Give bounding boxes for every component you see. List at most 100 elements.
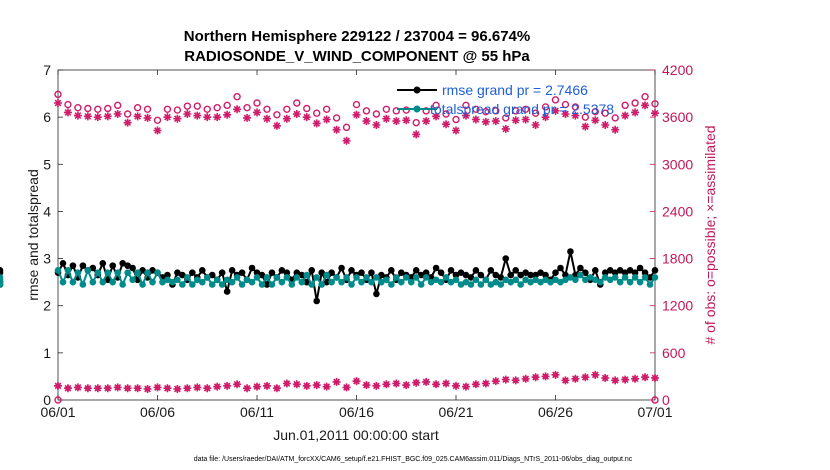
rmse-point (328, 269, 335, 277)
totalspread-point (537, 278, 544, 286)
totalspread-point (502, 276, 510, 284)
chart-title: Northern Hemisphere 229122 / 237004 = 96… (184, 28, 530, 45)
totalspread-point (283, 274, 291, 281)
assimilated-obs-point (501, 124, 510, 133)
low-obs-point (402, 381, 411, 390)
y-right-tick-label: 3600 (662, 109, 693, 125)
totalspread-point (159, 278, 166, 286)
low-obs-point (501, 375, 510, 384)
low-obs-circle (294, 381, 300, 387)
assimilated-obs-point (193, 111, 202, 120)
totalspread-point (482, 276, 490, 284)
totalspread-point (417, 281, 425, 288)
low-obs-circle (204, 385, 210, 391)
assimilated-obs-point (213, 113, 222, 122)
rmse-point (492, 271, 500, 279)
low-obs-circle (443, 380, 449, 387)
totalspread-point (353, 274, 360, 281)
totalspread-point (169, 278, 176, 286)
rmse-point (228, 267, 236, 274)
low-obs-point (282, 379, 291, 388)
assimilated-obs-point (412, 130, 421, 139)
totalspread-point (288, 281, 296, 288)
low-obs-point (83, 384, 92, 393)
possible-obs-point (382, 105, 391, 113)
possible-obs-point (631, 99, 639, 107)
rmse-point (422, 269, 430, 277)
totalspread-point (467, 281, 475, 288)
y-right-tick-label: 600 (662, 345, 686, 361)
rmse-point (582, 269, 589, 277)
possible-obs-point (392, 107, 400, 115)
assimilated-obs-point (312, 119, 321, 128)
totalspread-point (189, 281, 196, 288)
totalspread-point (472, 276, 480, 284)
rmse-point (99, 259, 107, 267)
totalspread-point (397, 278, 405, 286)
low-obs-point (163, 384, 172, 393)
low-obs-circle (184, 385, 191, 391)
assimilated-obs-point (491, 117, 500, 126)
assimilated-obs-point (581, 122, 590, 131)
totalspread-point (144, 269, 151, 277)
low-obs-circle (483, 380, 489, 387)
possible-obs-point (641, 93, 649, 101)
assimilated-obs-point (601, 121, 610, 129)
rmse-point (467, 274, 475, 281)
rmse-point (472, 267, 480, 274)
rmse-point (139, 267, 146, 274)
totalspread-point (611, 274, 619, 281)
low-obs-point (521, 374, 530, 383)
possible-obs-point (342, 123, 351, 132)
low-obs-point (292, 380, 301, 389)
rmse-point (313, 297, 321, 305)
rmse-point (567, 248, 574, 255)
rmse-point (283, 269, 291, 277)
totalspread-point (383, 276, 390, 284)
y-right-tick-label: 1800 (662, 251, 693, 267)
possible-obs-point (472, 105, 480, 113)
totalspread-point (512, 276, 519, 284)
possible-obs-point (412, 118, 420, 127)
low-obs-point (491, 377, 500, 386)
assimilated-obs-point (302, 113, 311, 122)
assimilated-obs-point (262, 114, 271, 123)
rmse-point (124, 262, 131, 269)
rmse-point (626, 267, 634, 274)
totalspread-point (318, 281, 325, 288)
totalspread-point (248, 278, 256, 286)
low-obs-point (133, 384, 142, 393)
rmse-point (457, 269, 465, 277)
totalspread-point (596, 278, 604, 286)
rmse-point (452, 271, 460, 279)
rmse-point (641, 269, 649, 277)
possible-obs-point (54, 90, 62, 99)
rmse-point (119, 259, 126, 267)
totalspread-point (94, 269, 102, 277)
totalspread-point (432, 276, 440, 284)
rmse-point (303, 278, 311, 286)
rmse-point (577, 264, 584, 272)
low-obs-circle (65, 385, 71, 391)
possible-obs-point (293, 99, 301, 107)
totalspread-point (557, 278, 564, 286)
rmse-point (238, 269, 246, 277)
low-obs-point (272, 384, 281, 393)
low-obs-point (382, 380, 391, 389)
totalspread-point (492, 278, 500, 286)
totalspread-point (587, 274, 594, 281)
totalspread-point (547, 278, 554, 286)
low-obs-circle (314, 382, 320, 388)
totalspread-point (437, 278, 445, 286)
possible-obs-point (492, 107, 500, 115)
y-tick-label: 7 (43, 62, 51, 78)
low-obs-circle (333, 379, 340, 385)
assimilated-obs-point (243, 113, 252, 122)
rmse-point (512, 267, 519, 274)
totalspread-point (631, 274, 639, 281)
assimilated-obs-point (442, 120, 451, 129)
totalspread-point (497, 281, 505, 288)
assimilated-obs-point (641, 101, 650, 110)
y-axis-label: rmse and totalspread (25, 169, 41, 301)
